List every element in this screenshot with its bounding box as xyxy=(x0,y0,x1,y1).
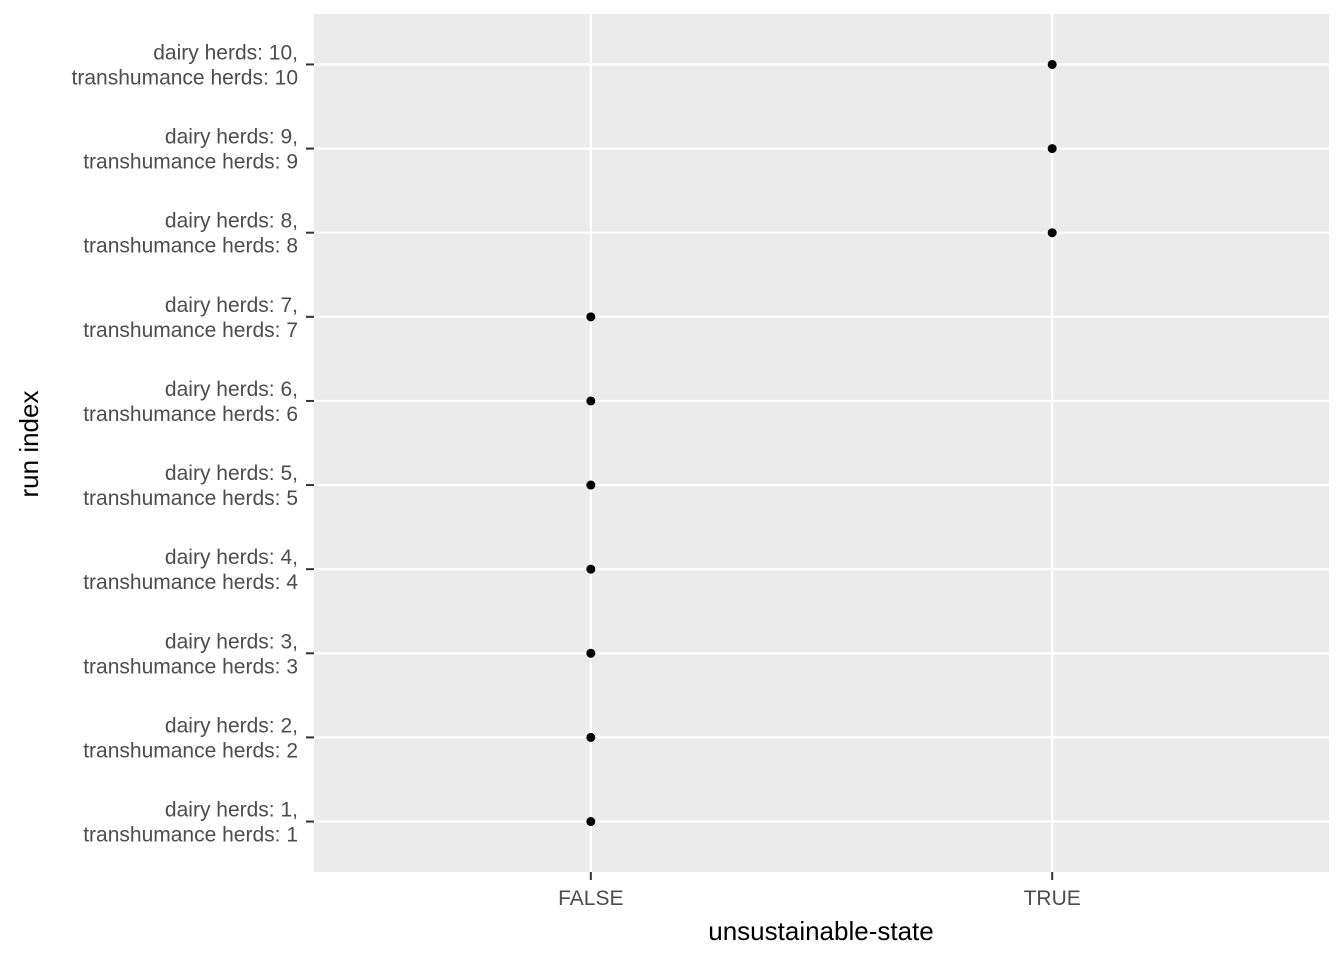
data-points xyxy=(586,59,1057,827)
y-tick-label: dairy herds: 5, transhumance herds: 5 xyxy=(83,462,298,510)
y-tick-label: dairy herds: 9, transhumance herds: 9 xyxy=(83,126,298,174)
y-tick-label: dairy herds: 7, transhumance herds: 7 xyxy=(83,294,298,342)
y-tick-label-line: dairy herds: 6, xyxy=(165,378,298,401)
y-tick-label-line: transhumance herds: 3 xyxy=(83,655,298,678)
y-tick-label: dairy herds: 2, transhumance herds: 2 xyxy=(83,714,298,762)
y-tick-label: dairy herds: 1, transhumance herds: 1 xyxy=(83,799,298,847)
y-axis-ticks: dairy herds: 1, transhumance herds: 1dair… xyxy=(72,41,314,847)
data-point xyxy=(1047,59,1057,69)
data-point xyxy=(586,396,596,406)
data-point xyxy=(1047,228,1057,238)
data-point xyxy=(1047,144,1057,154)
y-tick-label: dairy herds: 3, transhumance herds: 3 xyxy=(83,630,298,678)
y-tick-label-line: transhumance herds: 9 xyxy=(83,151,298,174)
y-tick-label-line: transhumance herds: 8 xyxy=(83,235,298,258)
y-tick-label-line: dairy herds: 8, xyxy=(165,210,298,233)
data-point xyxy=(586,648,596,658)
y-tick-label: dairy herds: 8, transhumance herds: 8 xyxy=(83,210,298,258)
y-tick-label-line: transhumance herds: 5 xyxy=(83,487,298,510)
plot-panel xyxy=(314,14,1329,872)
y-tick-label-line: transhumance herds: 2 xyxy=(83,739,298,762)
data-point xyxy=(586,732,596,742)
y-tick-label-line: transhumance herds: 1 xyxy=(83,824,298,847)
y-axis-title: run index xyxy=(14,391,44,498)
y-tick-label-line: dairy herds: 5, xyxy=(165,462,298,485)
data-point xyxy=(586,817,596,827)
y-tick-label-line: dairy herds: 7, xyxy=(165,294,298,317)
y-tick-label-line: dairy herds: 10, xyxy=(153,41,298,64)
y-tick-label-line: dairy herds: 3, xyxy=(165,630,298,653)
y-tick-label-line: transhumance herds: 6 xyxy=(83,403,298,426)
y-tick-label: dairy herds: 10, transhumance herds: 10 xyxy=(72,41,298,89)
data-point xyxy=(586,480,596,490)
y-tick-label-line: dairy herds: 2, xyxy=(165,714,298,737)
data-point xyxy=(586,312,596,322)
y-tick-label-line: transhumance herds: 10 xyxy=(72,66,298,89)
x-axis-title: unsustainable-state xyxy=(708,916,933,946)
y-tick-label-line: dairy herds: 1, xyxy=(165,799,298,822)
y-tick-label: dairy herds: 4, transhumance herds: 4 xyxy=(83,546,298,594)
y-tick-label-line: transhumance herds: 7 xyxy=(83,319,298,342)
data-point xyxy=(586,564,596,574)
y-tick-label-line: dairy herds: 9, xyxy=(165,126,298,149)
x-tick-label: FALSE xyxy=(558,887,623,910)
x-tick-label: TRUE xyxy=(1024,887,1081,910)
y-tick-label: dairy herds: 6, transhumance herds: 6 xyxy=(83,378,298,426)
x-axis-ticks: FALSE TRUE xyxy=(558,872,1081,910)
y-tick-label-line: transhumance herds: 4 xyxy=(83,571,298,594)
y-tick-label-line: dairy herds: 4, xyxy=(165,546,298,569)
grid-lines xyxy=(314,14,1329,872)
